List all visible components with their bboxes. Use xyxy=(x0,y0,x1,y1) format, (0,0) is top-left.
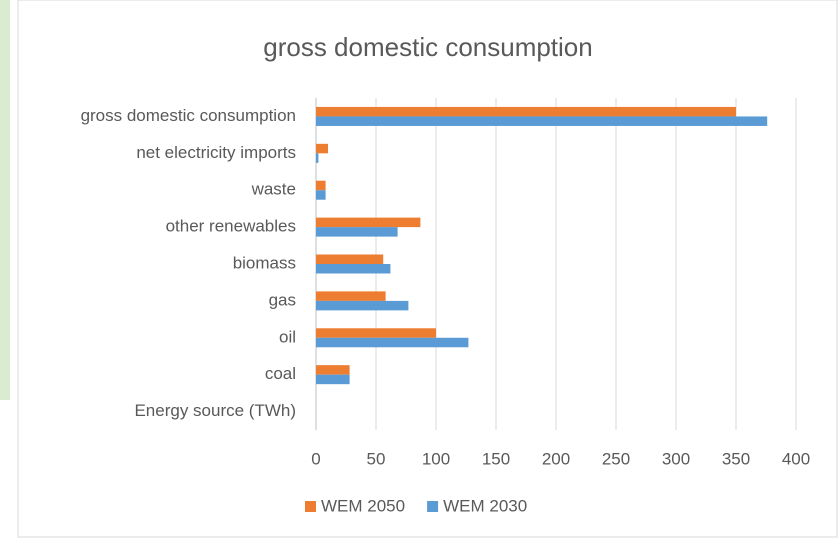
x-tick-label: 300 xyxy=(662,449,690,468)
bar xyxy=(316,217,421,228)
y-tick-label: other renewables xyxy=(166,217,296,236)
bar xyxy=(316,180,326,191)
legend-label: WEM 2030 xyxy=(443,496,527,515)
legend-label: WEM 2050 xyxy=(321,496,405,515)
bar xyxy=(316,227,398,237)
bar xyxy=(316,328,436,338)
x-tick-label: 400 xyxy=(782,449,810,468)
y-tick-label: biomass xyxy=(233,253,296,272)
bar xyxy=(316,264,391,274)
x-tick-label: 200 xyxy=(542,449,570,468)
bar xyxy=(316,337,469,348)
legend-swatch xyxy=(427,501,439,512)
x-tick-label: 150 xyxy=(482,449,510,468)
y-tick-label: oil xyxy=(279,327,296,346)
y-tick-label: net electricity imports xyxy=(136,143,296,162)
y-tick-label: Energy source (TWh) xyxy=(134,401,296,420)
x-tick-label: 100 xyxy=(422,449,450,468)
x-tick-label: 250 xyxy=(602,449,630,468)
x-tick-label: 0 xyxy=(311,449,320,468)
legend-swatch xyxy=(305,501,316,512)
bar xyxy=(316,374,350,385)
bar xyxy=(316,254,384,264)
y-tick-label: gas xyxy=(269,290,296,309)
chart-frame xyxy=(17,0,838,538)
bar xyxy=(316,153,319,163)
y-tick-label: waste xyxy=(251,180,296,199)
y-tick-label: gross domestic consumption xyxy=(81,106,296,125)
bar xyxy=(316,300,409,311)
bar xyxy=(316,106,736,117)
bar xyxy=(316,291,386,301)
chart-title: gross domestic consumption xyxy=(263,32,592,62)
y-tick-label: coal xyxy=(265,364,296,383)
x-tick-label: 50 xyxy=(367,449,386,468)
bar xyxy=(316,190,326,200)
side-strip xyxy=(0,0,10,400)
bar xyxy=(316,116,768,126)
bar xyxy=(316,365,350,375)
x-tick-label: 350 xyxy=(722,449,750,468)
bar xyxy=(316,143,328,154)
